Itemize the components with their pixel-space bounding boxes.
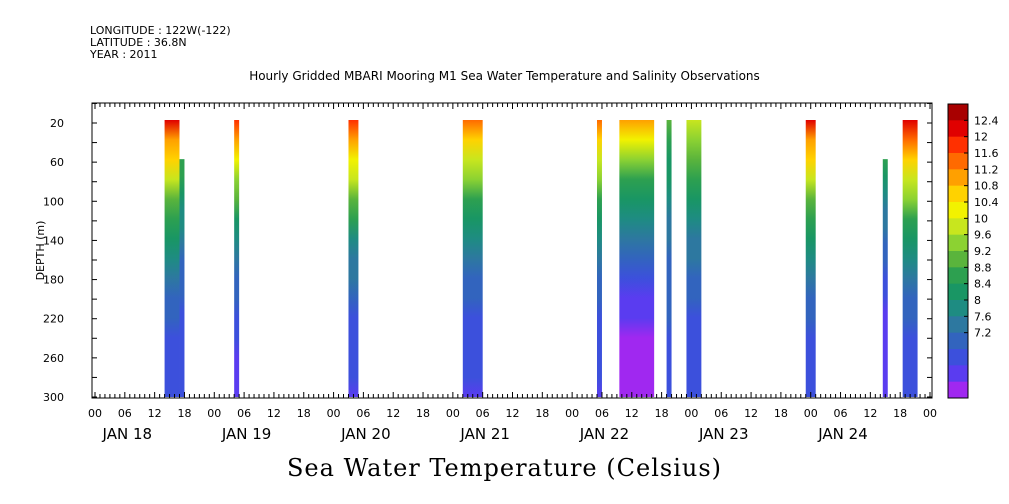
observation-block — [179, 159, 185, 397]
latitude-label: LATITUDE : 36.8N — [90, 36, 187, 49]
year-label: YEAR : 2011 — [90, 48, 158, 61]
observation-block — [348, 120, 359, 397]
colorbar-swatch — [948, 185, 968, 203]
colorbar-swatch — [948, 234, 968, 252]
colorbar-tick-label: 8.4 — [974, 278, 992, 291]
colorbar-tick-label: 7.2 — [974, 327, 992, 340]
x-hour-tick-label: 06 — [356, 407, 370, 420]
colorbar-tick-label: 10 — [974, 212, 988, 225]
x-hour-tick-label: 06 — [595, 407, 609, 420]
x-day-label: JAN 20 — [340, 425, 391, 443]
x-hour-tick-label: 00 — [207, 407, 221, 420]
observation-block — [882, 159, 888, 397]
colorbar-tick-label: 8.8 — [974, 261, 992, 274]
colorbar-swatch — [948, 381, 968, 399]
observation-block — [686, 120, 702, 397]
x-hour-tick-label: 18 — [297, 407, 311, 420]
observation-block — [619, 120, 655, 397]
colorbar-tick-label: 8 — [974, 294, 981, 307]
x-day-label: JAN 21 — [459, 425, 510, 443]
x-day-label: JAN 18 — [102, 425, 153, 443]
colorbar-tick-label: 9.2 — [974, 245, 992, 258]
observation-block — [805, 120, 816, 397]
colorbar-swatch — [948, 153, 968, 170]
y-tick-label: 100 — [43, 195, 64, 208]
x-hour-tick-label: 06 — [714, 407, 728, 420]
observation-blocks — [164, 120, 918, 397]
colorbar-swatch — [948, 349, 968, 366]
observation-block — [234, 120, 240, 397]
x-hour-tick-label: 06 — [237, 407, 251, 420]
colorbar-swatch — [948, 365, 968, 383]
x-hour-tick-label: 18 — [535, 407, 549, 420]
x-day-label: JAN 19 — [221, 425, 272, 443]
x-hour-tick-label: 00 — [88, 407, 102, 420]
x-hour-tick-label: 06 — [834, 407, 848, 420]
y-tick-label: 300 — [43, 391, 64, 404]
x-hour-tick-label: 18 — [177, 407, 191, 420]
y-tick-label: 20 — [50, 117, 64, 130]
y-tick-label: 260 — [43, 352, 64, 365]
colorbar-tick-label: 7.6 — [974, 310, 992, 323]
colorbar-tick-label: 10.8 — [974, 180, 999, 193]
y-tick-label: 60 — [50, 156, 64, 169]
x-hour-tick-label: 00 — [804, 407, 818, 420]
x-hour-tick-label: 18 — [416, 407, 430, 420]
y-tick-label: 180 — [43, 274, 64, 287]
colorbar-caption: Sea Water Temperature (Celsius) — [286, 454, 722, 482]
colorbar-tick-label: 10.4 — [974, 196, 999, 209]
colorbar-tick-label: 11.2 — [974, 163, 999, 176]
colorbar-swatch — [948, 283, 968, 301]
observation-block — [596, 120, 602, 397]
x-hour-tick-label: 18 — [655, 407, 669, 420]
axis-ticks — [92, 102, 932, 398]
colorbar-swatch — [948, 136, 968, 154]
x-day-label: JAN 22 — [579, 425, 630, 443]
colorbar-tick-label: 11.6 — [974, 147, 999, 160]
x-hour-tick-label: 12 — [744, 407, 758, 420]
x-hour-tick-label: 18 — [774, 407, 788, 420]
x-hour-tick-label: 00 — [327, 407, 341, 420]
x-hour-tick-label: 06 — [118, 407, 132, 420]
longitude-label: LONGITUDE : 122W(-122) — [90, 24, 231, 37]
colorbar-tick-label: 12.4 — [974, 114, 999, 127]
colorbar-swatch — [948, 169, 968, 187]
colorbar-swatch — [948, 104, 968, 121]
x-hour-tick-label: 00 — [565, 407, 579, 420]
colorbar-swatch — [948, 332, 968, 350]
x-hour-tick-label: 12 — [863, 407, 877, 420]
axis-labels: 00 06 12 18 00 06 12 18 00 06 12 18 00 06 12 18 00 06 12 18… — [34, 117, 937, 443]
x-hour-tick-label: 12 — [148, 407, 162, 420]
x-day-label: JAN 24 — [817, 425, 868, 443]
colorbar-tick-label: 12 — [974, 131, 988, 144]
x-hour-tick-label: 00 — [684, 407, 698, 420]
y-tick-label: 220 — [43, 313, 64, 326]
colorbar-swatch — [948, 202, 968, 219]
x-hour-tick-label: 12 — [506, 407, 520, 420]
colorbar-swatch — [948, 267, 968, 285]
y-tick-label: 140 — [43, 234, 64, 247]
observation-block — [164, 120, 180, 397]
colorbar-swatch — [948, 300, 968, 317]
x-hour-tick-label: 06 — [476, 407, 490, 420]
observation-block — [902, 120, 918, 397]
colorbar-swatch — [948, 316, 968, 334]
colorbar-swatch — [948, 120, 968, 138]
y-axis-label: DEPTH (m) — [34, 221, 47, 281]
x-hour-tick-label: 00 — [923, 407, 937, 420]
x-hour-tick-label: 00 — [446, 407, 460, 420]
x-hour-tick-label: 18 — [893, 407, 907, 420]
observation-block — [666, 120, 672, 397]
colorbar: 12.4 12 11.6 11.2 10.8 10.4 10 9.6 9.2 8.8 8.4 8 7.6… — [947, 103, 999, 399]
x-hour-tick-label: 12 — [386, 407, 400, 420]
colorbar-swatch — [948, 251, 968, 268]
chart-title: Hourly Gridded MBARI Mooring M1 Sea Wate… — [249, 69, 760, 83]
observation-block — [462, 120, 483, 397]
x-hour-tick-label: 12 — [267, 407, 281, 420]
x-day-label: JAN 23 — [698, 425, 749, 443]
colorbar-swatch — [948, 218, 968, 236]
x-hour-tick-label: 12 — [625, 407, 639, 420]
colorbar-tick-label: 9.6 — [974, 229, 992, 242]
